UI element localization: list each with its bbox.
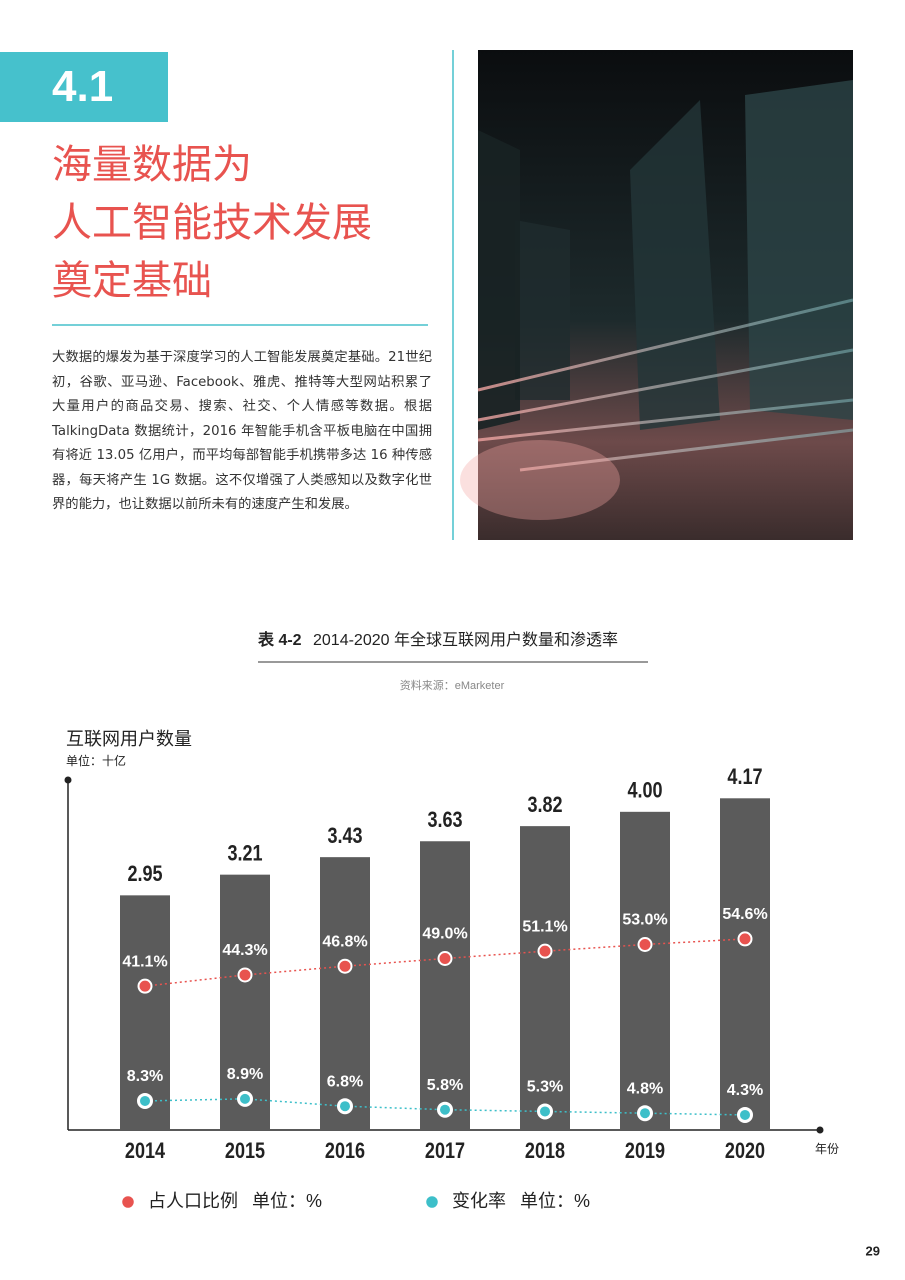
series-point: [737, 1106, 753, 1123]
x-tick-label: 2017: [425, 1139, 465, 1163]
series-point: [537, 1103, 553, 1120]
point-value-label: 44.3%: [222, 942, 267, 959]
series-point: [437, 1101, 453, 1118]
legend-label: 变化率: [452, 1191, 506, 1211]
point-value-label: 8.3%: [127, 1068, 163, 1085]
bar-value-label: 4.17: [727, 766, 762, 790]
point-value-label: 54.6%: [722, 906, 767, 923]
bar: [120, 895, 170, 1130]
bar: [220, 874, 270, 1130]
series-point: [437, 951, 453, 966]
city-image: [460, 50, 854, 540]
legend-marker: [423, 1193, 441, 1211]
bar: [420, 841, 470, 1130]
legend-label: 占人口比例: [148, 1191, 238, 1211]
series-point: [137, 978, 153, 994]
point-value-label: 49.0%: [422, 926, 467, 943]
legend-unit: 单位：%: [520, 1191, 590, 1211]
axis-end: [64, 776, 72, 784]
series-point: [737, 931, 753, 947]
series-point: [237, 967, 253, 983]
x-tick-label: 2014: [125, 1139, 166, 1163]
bar-value-label: 4.00: [627, 779, 662, 803]
point-value-label: 6.8%: [327, 1073, 363, 1090]
x-tick-label: 2020: [725, 1139, 765, 1163]
series-point: [337, 958, 353, 974]
series-point: [637, 937, 653, 952]
body-paragraph: 大数据的爆发为基于深度学习的人工智能发展奠定基础。21世纪初，谷歌、亚马逊、Fa…: [52, 350, 432, 512]
legend-unit: 单位：%: [252, 1191, 322, 1211]
unit-label: 单位：十亿: [66, 753, 126, 768]
legend-marker: [119, 1193, 137, 1211]
point-value-label: 53.0%: [622, 912, 667, 929]
section-number: 4.1: [0, 52, 168, 122]
title-line: 奠定基础: [52, 258, 212, 304]
series-point: [337, 1098, 353, 1115]
caption-label: 表 4-2: [257, 630, 302, 649]
series-point: [237, 1090, 253, 1107]
bar: [620, 811, 670, 1130]
point-value-label: 8.9%: [227, 1066, 263, 1083]
point-value-label: 4.8%: [627, 1080, 663, 1097]
point-value-label: 5.3%: [527, 1079, 563, 1096]
bar-value-label: 3.43: [327, 824, 362, 848]
point-value-label: 4.3%: [727, 1082, 763, 1099]
title-line: 海量数据为: [52, 142, 252, 188]
point-value-label: 5.8%: [427, 1077, 463, 1094]
bar-value-label: 2.95: [127, 863, 162, 887]
x-tick-label: 2016: [325, 1139, 365, 1163]
bar: [720, 798, 770, 1130]
x-axis-label: 年份: [815, 1142, 839, 1156]
series-point: [637, 1105, 653, 1122]
chart-title: 互联网用户数量: [66, 729, 192, 749]
series-point: [537, 943, 553, 959]
bar-value-label: 3.63: [427, 808, 462, 832]
bar: [320, 857, 370, 1130]
x-tick-label: 2019: [625, 1139, 665, 1163]
title-line: 人工智能技术发展: [52, 200, 372, 246]
bar-value-label: 3.21: [227, 842, 262, 866]
x-tick-label: 2015: [225, 1139, 265, 1163]
point-value-label: 46.8%: [322, 933, 367, 950]
point-value-label: 41.1%: [122, 953, 167, 970]
point-value-label: 51.1%: [522, 918, 567, 935]
source: 资料来源：eMarketer: [400, 678, 505, 692]
series-point: [137, 1092, 153, 1109]
bar-value-label: 3.82: [527, 793, 562, 817]
axis-end: [816, 1126, 824, 1134]
bar: [520, 826, 570, 1130]
page-number: 29: [866, 1243, 880, 1258]
caption-title: 2014-2020 年全球互联网用户数量和渗透率: [313, 631, 618, 649]
x-tick-label: 2018: [525, 1139, 565, 1163]
